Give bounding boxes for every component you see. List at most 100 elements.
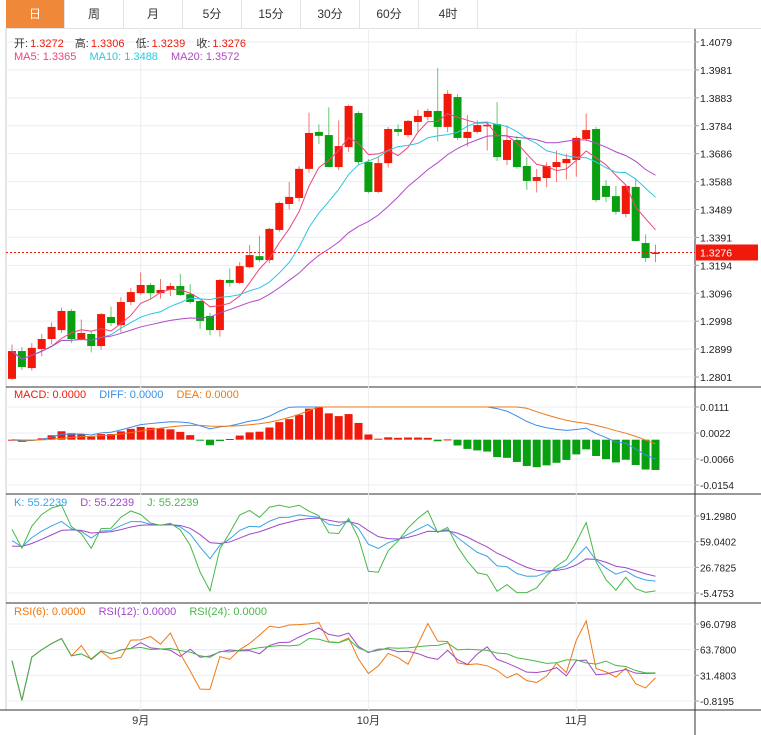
candle-body [433,110,442,127]
candle-body [354,113,363,163]
candle-body [413,115,422,122]
k-line [11,514,656,582]
main-tick-label: 1.3489 [700,205,732,217]
open-value: 1.3272 [30,38,64,50]
candle [146,282,155,299]
candle-body [47,326,56,339]
macd-bar [473,439,482,451]
candle-body [611,196,620,212]
macd-bar [57,431,66,440]
candle-body [107,316,115,324]
macd-bar [453,439,462,446]
candle [404,119,412,138]
macd-bar [166,429,175,440]
macd-bar [562,439,571,460]
x-axis-label: 11月 [565,715,587,727]
candle [641,234,650,262]
main-tick-label: 1.3981 [700,65,732,77]
candle-body [255,256,264,261]
candle [305,112,313,173]
macd-value: MACD: 0.0000 [14,389,87,401]
candle [611,185,620,215]
macd-bar [156,428,165,440]
main-tick-label: 1.3883 [700,93,732,105]
dea-value: DEA: 0.0000 [176,389,239,401]
candle [651,244,660,263]
candle [37,334,46,357]
macd-bar [344,414,353,440]
candle-body [532,176,541,181]
macd-bar [582,439,591,450]
macd-bar [334,416,343,440]
macd-bar [295,414,304,440]
macd-bar [404,437,412,440]
rsi-tick-label: 96.0798 [700,620,737,631]
period-tabs: 日 周 月 5分 15分 30分 60分 4时 [6,0,761,29]
candle [295,166,304,202]
candle [225,268,234,287]
macd-bar [493,439,502,458]
candle [275,201,284,232]
macd-bar [245,432,254,440]
candle [413,109,422,133]
macd-bar [136,426,145,440]
macd-bar [285,419,294,440]
candle [8,344,16,380]
candle [493,102,502,162]
candle-body [582,130,591,139]
x-axis-label: 9月 [132,715,149,727]
candle-body [156,289,165,294]
macd-bar [186,435,195,440]
candle [384,126,393,168]
candle-body [503,140,511,160]
tab-week[interactable]: 周 [65,0,124,28]
macd-bar [413,437,422,440]
candle-body [305,132,313,169]
candle [552,150,561,182]
candle-body [215,280,224,331]
ohlc-legend: 开: 1.3272 高: 1.3306 低: 1.3239 收: 1.3276 [14,35,248,51]
ma20-value: MA20: 1.3572 [171,51,240,63]
candle-body [334,146,343,168]
candle [314,124,323,144]
ma10-line [11,121,656,360]
candle-body [473,125,482,132]
tab-month[interactable]: 月 [124,0,183,28]
candle-body [245,255,254,268]
macd-tick-label: 0.0111 [700,403,730,414]
candle [344,104,353,152]
macd-tick-label: 0.0022 [700,429,731,440]
tab-5min[interactable]: 5分 [183,0,242,28]
main-tick-label: 1.3588 [700,177,732,189]
high-value: 1.3306 [90,38,125,50]
tab-60min[interactable]: 60分 [360,0,419,28]
candle-body [314,131,323,136]
candle-body [146,284,155,294]
candle-body [592,129,601,201]
macd-bar [651,439,660,470]
tab-15min[interactable]: 15分 [242,0,301,28]
candle [324,107,333,168]
rsi6-line [11,619,656,701]
candle [592,126,601,203]
candle-body [166,286,175,290]
macd-bar [602,439,610,460]
candle [582,113,591,142]
macd-bar [87,436,96,440]
candle-body [324,135,333,168]
macd-legend: MACD: 0.0000 DIFF: 0.0000 DEA: 0.0000 [14,389,241,401]
candle-body [126,292,135,303]
candle [265,227,274,264]
tab-day[interactable]: 日 [6,0,65,28]
macd-bar [503,439,511,458]
rsi24-value: RSI(24): 0.0000 [189,606,267,618]
macd-bar [107,434,115,440]
tab-30min[interactable]: 30分 [301,0,360,28]
tab-4hour[interactable]: 4时 [419,0,478,28]
candle-body [374,163,383,192]
candle [57,307,66,333]
candle-body [225,280,234,283]
candle [602,180,610,203]
